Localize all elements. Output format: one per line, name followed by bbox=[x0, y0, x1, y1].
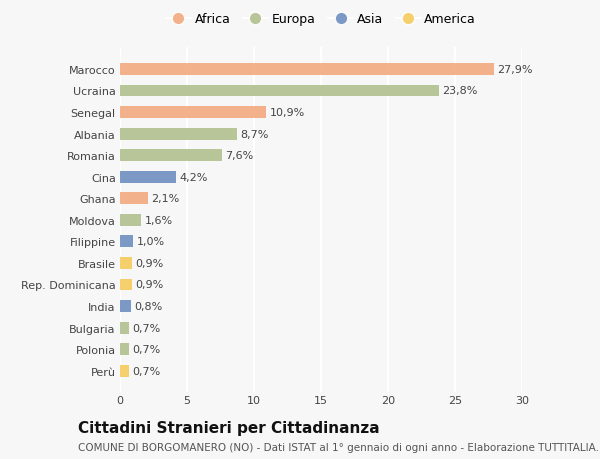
Text: 4,2%: 4,2% bbox=[179, 172, 208, 182]
Bar bbox=[120, 129, 236, 140]
Bar bbox=[120, 214, 142, 226]
Bar bbox=[120, 193, 148, 205]
Bar bbox=[120, 171, 176, 183]
Text: Cittadini Stranieri per Cittadinanza: Cittadini Stranieri per Cittadinanza bbox=[78, 420, 380, 435]
Text: COMUNE DI BORGOMANERO (NO) - Dati ISTAT al 1° gennaio di ogni anno - Elaborazion: COMUNE DI BORGOMANERO (NO) - Dati ISTAT … bbox=[78, 442, 600, 452]
Text: 1,0%: 1,0% bbox=[137, 237, 165, 247]
Bar bbox=[120, 107, 266, 119]
Bar bbox=[120, 322, 130, 334]
Bar bbox=[120, 85, 439, 97]
Text: 0,7%: 0,7% bbox=[133, 323, 161, 333]
Text: 0,8%: 0,8% bbox=[134, 302, 163, 311]
Legend: Africa, Europa, Asia, America: Africa, Europa, Asia, America bbox=[166, 13, 476, 26]
Text: 1,6%: 1,6% bbox=[145, 215, 173, 225]
Text: 10,9%: 10,9% bbox=[269, 108, 305, 118]
Bar bbox=[120, 365, 130, 377]
Bar bbox=[120, 301, 131, 312]
Text: 8,7%: 8,7% bbox=[240, 129, 268, 139]
Text: 0,9%: 0,9% bbox=[136, 280, 164, 290]
Text: 7,6%: 7,6% bbox=[225, 151, 253, 161]
Text: 0,9%: 0,9% bbox=[136, 258, 164, 269]
Bar bbox=[120, 257, 132, 269]
Bar bbox=[120, 236, 133, 248]
Bar bbox=[120, 279, 132, 291]
Bar bbox=[120, 64, 494, 76]
Text: 0,7%: 0,7% bbox=[133, 344, 161, 354]
Text: 2,1%: 2,1% bbox=[151, 194, 180, 204]
Text: 23,8%: 23,8% bbox=[442, 86, 478, 96]
Text: 27,9%: 27,9% bbox=[497, 65, 533, 75]
Bar bbox=[120, 343, 130, 355]
Bar bbox=[120, 150, 222, 162]
Text: 0,7%: 0,7% bbox=[133, 366, 161, 376]
